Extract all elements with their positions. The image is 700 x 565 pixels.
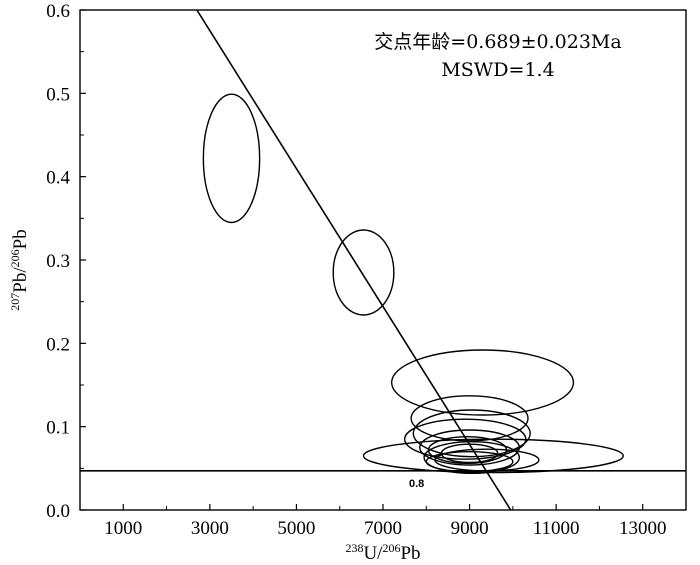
x-axis-ticks: 1000 3000 5000 7000 9000 11000 13000 [104,504,666,539]
y-tick-label: 0.6 [46,1,70,22]
x-tick-label: 13000 [619,518,667,539]
y-tick-label: 0.2 [46,334,70,355]
x-tick-label: 11000 [533,518,580,539]
error-ellipse [423,440,521,475]
error-ellipse [412,409,531,458]
y-tick-label: 0.4 [46,168,70,189]
error-ellipse [362,438,624,474]
x-axis-title: 238U/206Pb [345,541,420,564]
y-axis-title-sup2: 206 [8,249,22,267]
x-tick-label: 1000 [104,518,142,539]
x-tick-label: 5000 [277,518,315,539]
x-axis-title-sup2: 206 [382,541,400,555]
concordia-age-label: 0.8 [409,478,424,490]
y-axis-title-main1: Pb/ [10,267,31,293]
y-axis-title-main2: Pb [10,229,31,249]
error-ellipse [410,395,529,442]
regression-line [196,10,512,510]
x-tick-label: 9000 [451,518,489,539]
error-ellipse [403,418,527,460]
y-axis-title-sup1: 207 [8,293,22,311]
y-tick-label: 0.1 [46,418,70,439]
error-ellipse [419,429,521,466]
plot-labels: 0.8 [409,478,424,490]
y-axis-ticks: 0.0 0.1 0.2 0.3 0.4 0.5 0.6 [46,1,86,522]
x-axis-title-main2: Pb [400,543,420,564]
intercept-age-annotation: 交点年龄=0.689±0.023Ma [374,31,621,53]
plot-marks [80,10,686,510]
error-ellipse [390,349,575,416]
error-ellipse [425,450,514,473]
y-tick-label: 0.0 [46,501,70,522]
plot-frame [79,9,687,511]
error-ellipse [332,229,395,316]
x-tick-label: 3000 [191,518,229,539]
error-ellipse [202,93,261,224]
x-axis-title-main1: U/ [363,543,383,564]
y-tick-label: 0.3 [46,251,70,272]
y-axis-title: 207Pb/206Pb [8,229,31,310]
x-axis-title-sup1: 238 [345,541,363,555]
mswd-annotation: MSWD=1.4 [441,59,554,81]
y-tick-label: 0.5 [46,84,70,105]
x-tick-label: 7000 [364,518,402,539]
